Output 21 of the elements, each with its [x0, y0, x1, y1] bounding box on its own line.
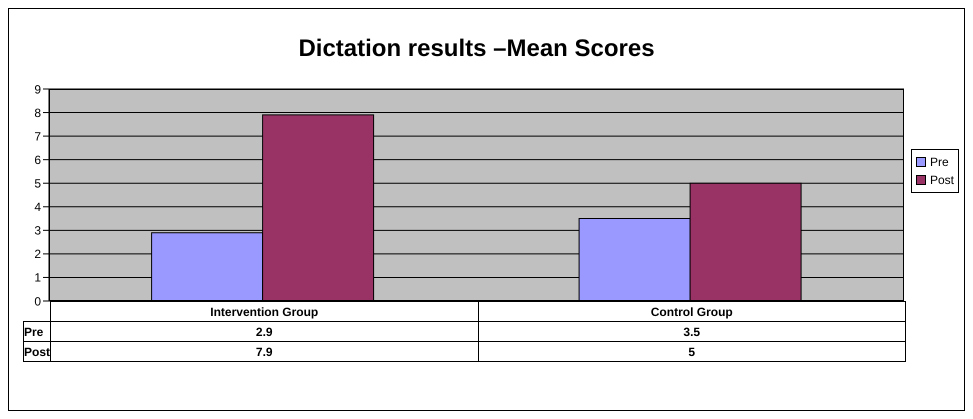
text: Pre: [24, 324, 44, 338]
y-tick-label: 9: [34, 82, 42, 96]
legend-label: Pre: [930, 154, 949, 171]
data-label: 3.5: [478, 322, 906, 342]
y-tick-label: 4: [34, 200, 42, 214]
legend-label: Post: [930, 172, 954, 189]
y-tick-label: 7: [34, 129, 42, 144]
chart-title: Dictation results –Mean Scores: [297, 35, 656, 63]
y-tick-label: 8: [34, 106, 42, 120]
x-tick-label: Control Group: [478, 302, 906, 322]
x-tick-label: Intervention Group: [50, 302, 478, 322]
y-tick-label: 6: [34, 152, 42, 167]
text: Post: [24, 344, 50, 358]
y-tick-label: 2: [34, 247, 42, 262]
data-label: 5: [478, 342, 906, 362]
data-label: 2.9: [50, 322, 478, 342]
y-tick-label: 1: [34, 270, 42, 285]
y-tick-label: 3: [34, 224, 42, 238]
y-tick-label: 5: [34, 176, 42, 190]
y-tick-label: 0: [34, 294, 42, 308]
data-label: 7.9: [50, 342, 478, 362]
